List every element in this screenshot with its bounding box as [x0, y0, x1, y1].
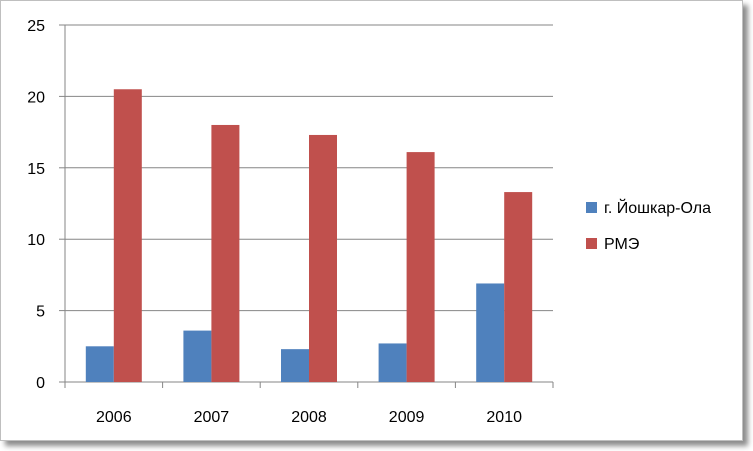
y-tick-label: 20	[27, 89, 45, 106]
y-tick-label: 25	[27, 18, 45, 35]
legend-label: г. Йошкар-Ола	[604, 198, 711, 217]
x-tick-label: 2010	[486, 409, 522, 426]
legend-swatch	[586, 238, 597, 249]
bar-yoshkar-ola-2007	[183, 330, 212, 382]
bars	[85, 89, 533, 383]
bar-rme-2006	[113, 89, 142, 382]
bar-rme-2007	[211, 124, 240, 383]
y-tick-label: 0	[36, 375, 45, 392]
y-tick-labels: 0 5 10 15 20 25	[27, 18, 45, 392]
legend-swatch	[586, 202, 597, 213]
x-tick-label: 2008	[291, 409, 327, 426]
legend: г. Йошкар-Ола РМЭ	[586, 198, 711, 253]
y-tick-label: 5	[36, 304, 45, 321]
legend-label: РМЭ	[604, 236, 639, 253]
x-tick-labels: 2006 2007 2008 2009 2010	[96, 409, 522, 426]
y-tick-label: 10	[27, 232, 45, 249]
bar-yoshkar-ola-2006	[85, 346, 114, 382]
x-tick-label: 2009	[389, 409, 425, 426]
x-tick-label: 2006	[96, 409, 132, 426]
x-tick-label: 2007	[194, 409, 230, 426]
y-tick-label: 15	[27, 161, 45, 178]
bar-yoshkar-ola-2008	[281, 349, 309, 382]
bar-rme-2008	[309, 134, 337, 382]
bar-yoshkar-ola-2009	[378, 343, 407, 382]
bar-rme-2009	[406, 152, 435, 382]
bar-yoshkar-ola-2010	[476, 283, 505, 382]
bar-rme-2010	[504, 192, 533, 382]
